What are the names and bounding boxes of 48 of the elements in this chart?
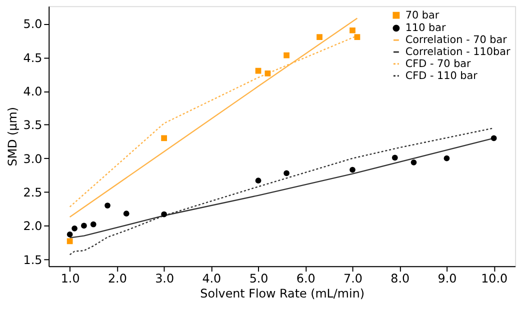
x-tick-label: 1.0 (60, 272, 80, 286)
point (66, 232, 73, 238)
y-tick-label: 1.5 (23, 252, 42, 267)
point (392, 154, 398, 161)
x-tick-label: 2.0 (108, 272, 127, 286)
x-tick-label: 3.0 (155, 272, 174, 286)
point (284, 52, 290, 58)
legend-label: CFD - 110 bar (405, 70, 478, 82)
point (350, 27, 356, 34)
x-tick-label: 9.0 (438, 272, 457, 286)
y-axis-title: SMD (µm) (5, 107, 20, 166)
point (350, 166, 356, 173)
point (90, 221, 96, 228)
point (490, 135, 497, 142)
point (264, 70, 271, 76)
point (161, 211, 167, 218)
point (284, 170, 290, 176)
point (444, 155, 450, 162)
point (66, 238, 73, 244)
point (255, 178, 262, 184)
point (161, 135, 167, 142)
line-series (69, 127, 494, 256)
point (72, 225, 78, 232)
y-tick-label: 3.5 (23, 118, 42, 132)
y-tick-label: 4.5 (23, 50, 42, 65)
point (316, 34, 322, 40)
x-tick-label: 10.0 (481, 272, 508, 286)
legend-label: 70 bar (405, 9, 440, 22)
x-tick-label: 5.0 (249, 272, 268, 286)
x-tick-label: 7.0 (344, 272, 362, 286)
y-tick-label: 3.0 (23, 152, 42, 166)
point (410, 159, 417, 166)
point (104, 202, 110, 208)
point (354, 34, 360, 40)
y-tick-label: 2.5 (23, 186, 42, 200)
y-tick-label: 5.0 (23, 17, 42, 32)
legend-label: CFD - 70 bar (405, 58, 472, 70)
legend-label: Correlation - 70 bar (405, 34, 508, 46)
x-tick-label: 6.0 (296, 272, 316, 286)
x-tick-label: 4.0 (202, 272, 222, 286)
y-tick-label: 4.0 (23, 84, 42, 98)
x-tick-label: 8.0 (390, 272, 410, 286)
point (81, 222, 87, 229)
x-axis-title: Solvent Flow Rate (mL/min) (200, 286, 364, 300)
y-tick-label: 2.0 (23, 219, 42, 234)
legend-label: Correlation - 110bar (405, 46, 511, 58)
legend-label: 110 bar (405, 22, 447, 34)
point (123, 210, 130, 217)
